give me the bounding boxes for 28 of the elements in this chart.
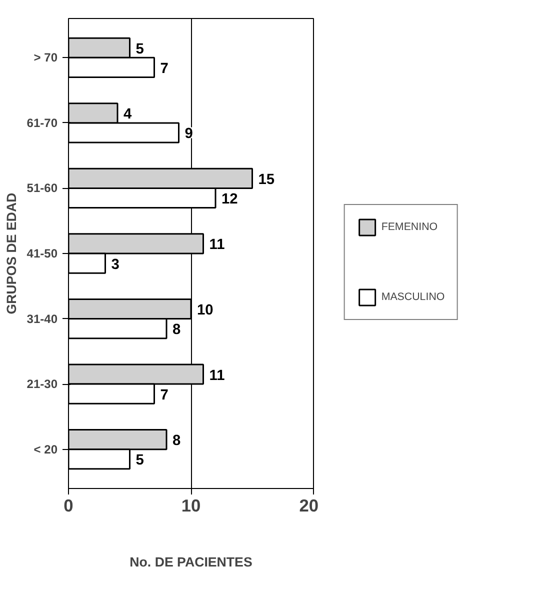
y-axis-title: GRUPOS DE EDAD xyxy=(4,192,19,314)
y-tick-label: 41-50 xyxy=(26,246,58,260)
data-label: 8 xyxy=(172,433,181,450)
x-axis-title: No. DE PACIENTES xyxy=(130,554,252,570)
x-tick-label: 0 xyxy=(64,496,74,516)
data-label: 11 xyxy=(209,237,225,254)
data-label: 5 xyxy=(136,41,144,58)
data-label: 7 xyxy=(160,387,168,404)
data-label: 9 xyxy=(184,126,193,142)
data-label: 11 xyxy=(209,368,225,384)
data-label: 4 xyxy=(124,106,132,123)
data-label: 12 xyxy=(222,192,238,208)
y-tick-label: 51-60 xyxy=(26,181,58,196)
data-label: 7 xyxy=(160,60,168,77)
legend-label: FEMENINO xyxy=(381,221,438,233)
x-tick-label: 20 xyxy=(299,496,319,516)
data-label: 8 xyxy=(172,322,181,338)
data-label: 5 xyxy=(136,452,144,469)
y-tick-label: < 20 xyxy=(34,442,58,456)
y-tick-label: 61-70 xyxy=(26,116,58,130)
data-label: 10 xyxy=(197,302,214,318)
legend-label: MASCULINO xyxy=(381,291,445,303)
y-tick-label: 31-40 xyxy=(26,312,58,326)
y-tick-label: 21-30 xyxy=(26,377,58,392)
x-tick-label: 10 xyxy=(181,496,201,516)
data-label: 15 xyxy=(258,172,275,188)
y-tick-label: > 70 xyxy=(34,50,58,65)
data-label: 3 xyxy=(111,256,120,273)
